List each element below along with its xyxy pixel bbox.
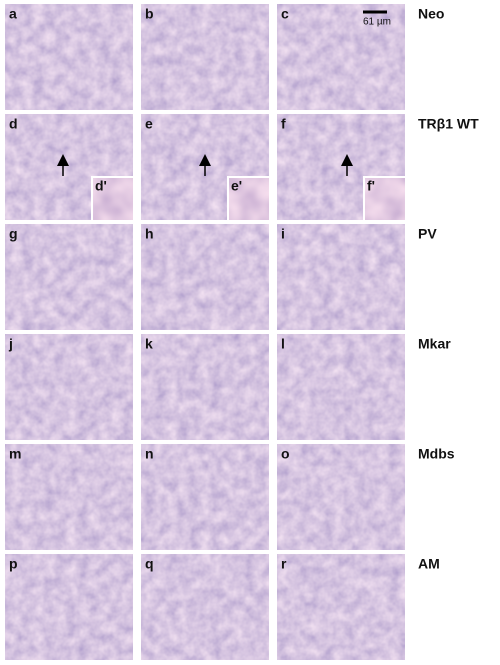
micrograph	[5, 334, 133, 440]
scale-bar-label: 61 µm	[363, 16, 391, 27]
inset-letter: f'	[367, 177, 375, 193]
row-label: Mdbs	[418, 445, 455, 461]
panel-letter: f	[281, 115, 286, 131]
row-label: Mkar	[418, 335, 451, 351]
inset-letter: d'	[95, 177, 107, 193]
panel-letter: l	[281, 335, 285, 351]
row-label: PV	[418, 225, 437, 241]
micrograph	[141, 4, 269, 110]
inset-letter: e'	[231, 177, 242, 193]
panel-letter: k	[145, 335, 153, 351]
panel-letter: r	[281, 555, 287, 571]
micrograph	[141, 224, 269, 330]
micrograph	[5, 554, 133, 660]
micrograph	[277, 334, 405, 440]
panel-letter: c	[281, 5, 289, 21]
panel-letter: n	[145, 445, 154, 461]
panel-letter: e	[145, 115, 153, 131]
micrograph	[141, 554, 269, 660]
micrograph	[277, 554, 405, 660]
micrograph	[141, 334, 269, 440]
inset-image	[229, 178, 269, 220]
panel-letter: i	[281, 225, 285, 241]
micrograph	[5, 4, 133, 110]
panel-letter: p	[9, 555, 18, 571]
micrograph	[277, 444, 405, 550]
micrograph	[5, 224, 133, 330]
inset-image	[365, 178, 405, 220]
inset-image	[93, 178, 133, 220]
micrograph	[277, 4, 405, 110]
row-label: Neo	[418, 5, 444, 21]
micrograph	[5, 444, 133, 550]
row-label: AM	[418, 555, 440, 571]
micrograph	[141, 444, 269, 550]
panel-letter: o	[281, 445, 290, 461]
panel-letter: b	[145, 5, 154, 21]
panel-letter: g	[9, 225, 18, 241]
panel-letter: m	[9, 445, 21, 461]
micrograph	[277, 224, 405, 330]
row-label: TRβ1 WT	[418, 115, 479, 131]
panel-letter: a	[9, 5, 17, 21]
panel-letter: d	[9, 115, 18, 131]
panel-letter: h	[145, 225, 154, 241]
panel-letter: j	[8, 335, 13, 351]
panel-letter: q	[145, 555, 154, 571]
